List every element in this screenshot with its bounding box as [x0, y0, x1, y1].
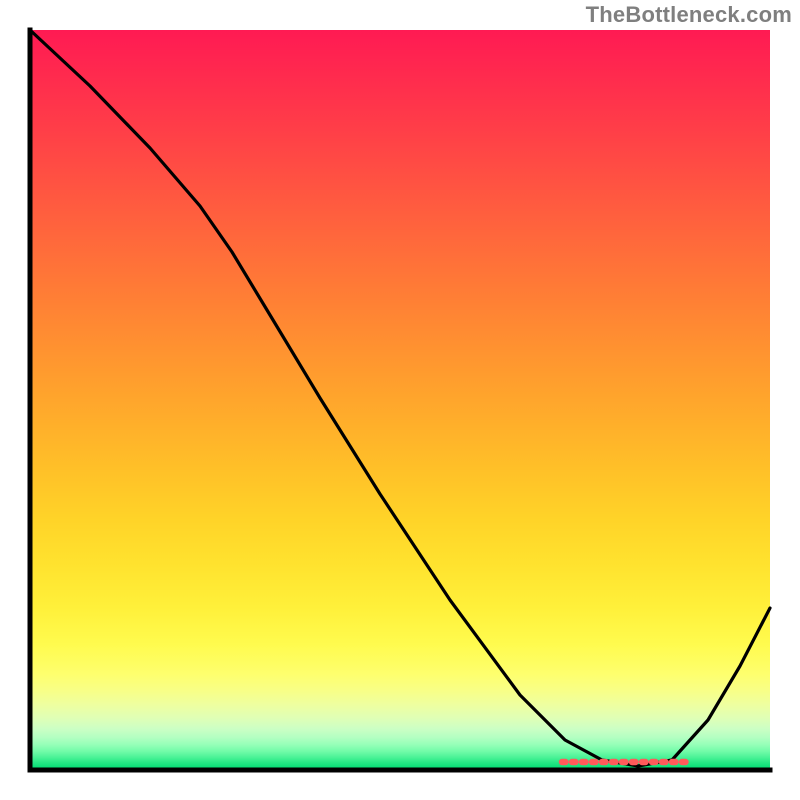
- watermark-text: TheBottleneck.com: [586, 2, 792, 28]
- chart-svg: [0, 0, 800, 800]
- chart-wrapper: TheBottleneck.com: [0, 0, 800, 800]
